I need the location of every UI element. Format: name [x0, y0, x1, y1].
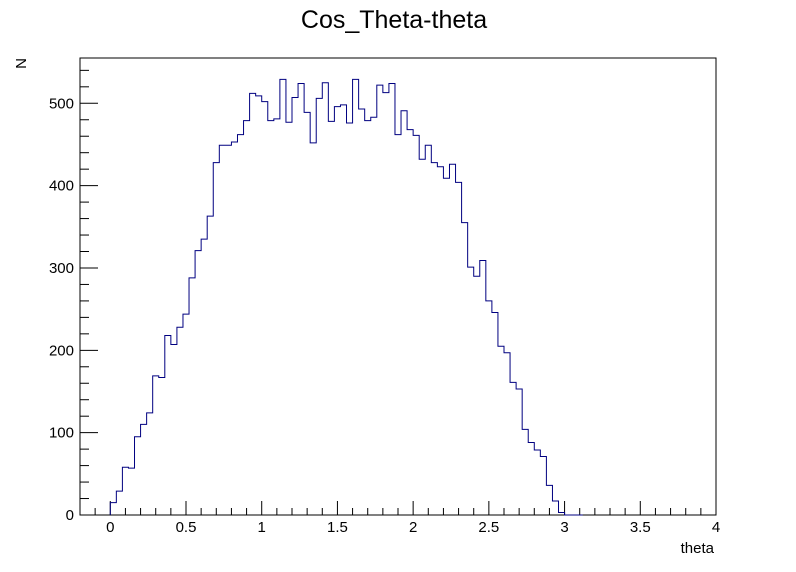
y-tick-label: 200: [49, 342, 74, 359]
x-tick-label: 2.5: [478, 519, 499, 536]
y-tick-label: 500: [49, 95, 74, 112]
y-tick-label: 0: [66, 507, 74, 524]
y-axis-label: N: [13, 58, 30, 69]
y-tick-label: 400: [49, 178, 74, 195]
x-tick-label: 3: [560, 519, 568, 536]
y-tick-label: 300: [49, 260, 74, 277]
x-tick-label: 4: [712, 519, 720, 536]
x-tick-label: 1: [258, 519, 266, 536]
histogram-step-line: [109, 78, 583, 516]
y-tick-label: 100: [49, 425, 74, 442]
x-axis: 0 0.5 1 1.5 2 2.5 3 3.5 4: [94, 501, 720, 536]
x-tick-label: 1.5: [327, 519, 348, 536]
x-tick-label: 2: [409, 519, 417, 536]
x-tick-label: 0.5: [176, 519, 197, 536]
x-tick-label: 3.5: [630, 519, 651, 536]
x-axis-label: theta: [681, 540, 715, 557]
chart-title: Cos_Theta-theta: [301, 6, 487, 34]
y-axis: 0 100 200 300 400 500: [49, 69, 98, 524]
plot-frame: [79, 57, 717, 516]
x-tick-label: 0: [106, 519, 114, 536]
